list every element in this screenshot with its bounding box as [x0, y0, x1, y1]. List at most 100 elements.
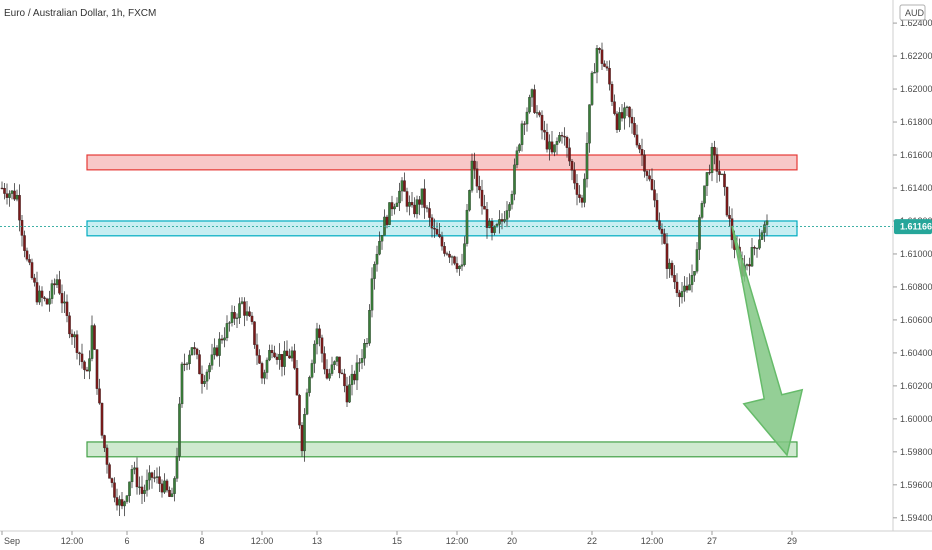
candle-body	[570, 160, 574, 171]
currency-tag[interactable]: AUD	[899, 4, 926, 21]
candle-body	[100, 402, 104, 436]
y-tick-label: 1.59800	[900, 447, 932, 457]
candle-body	[430, 217, 434, 229]
candle-body	[380, 235, 384, 242]
candle-body	[265, 359, 269, 373]
candle-body	[153, 477, 156, 479]
candle-body	[630, 116, 634, 124]
candle-body	[35, 282, 39, 303]
candle-body	[145, 479, 149, 491]
candle-body	[20, 219, 24, 236]
candle-body	[460, 264, 464, 267]
candle-body	[260, 363, 264, 379]
candle-body	[218, 338, 221, 356]
candle-body	[675, 281, 679, 294]
candle-body	[683, 285, 686, 292]
candle-body	[663, 233, 666, 244]
candle-body	[158, 476, 161, 484]
candle-body	[620, 112, 624, 119]
candle-body	[483, 206, 486, 210]
candle-body	[263, 372, 266, 379]
candle-body	[85, 369, 89, 372]
candle-body	[760, 232, 764, 240]
candle-body	[108, 464, 111, 479]
arrow-layer	[731, 225, 804, 457]
candle-body	[48, 298, 51, 305]
candle-body	[195, 348, 199, 355]
candle-body	[723, 173, 726, 188]
candle-body	[698, 217, 701, 250]
candle-body	[348, 384, 351, 403]
candle-body	[350, 373, 354, 385]
candles-layer	[0, 42, 769, 517]
candle-body	[435, 229, 439, 235]
candle-body	[365, 342, 369, 345]
candle-body	[448, 253, 451, 258]
candle-body	[515, 150, 519, 166]
candle-body	[98, 388, 101, 404]
resistance-zone[interactable]	[86, 154, 798, 171]
candle-body	[125, 495, 129, 502]
candle-body	[695, 249, 699, 272]
forecast-arrow[interactable]	[731, 225, 804, 457]
candle-body	[728, 214, 731, 219]
candle-body	[708, 172, 711, 174]
candle-body	[143, 490, 146, 494]
candle-body	[248, 311, 251, 317]
candle-body	[505, 210, 509, 220]
candle-body	[30, 262, 34, 279]
candle-body	[590, 72, 594, 105]
candle-body	[90, 325, 94, 359]
y-tick-label: 1.61400	[900, 183, 932, 193]
candle-body	[280, 354, 284, 367]
candle-body	[608, 68, 611, 85]
candle-body	[68, 315, 71, 335]
candle-body	[560, 135, 564, 137]
candle-body	[628, 106, 631, 118]
candle-body	[705, 172, 709, 186]
candle-body	[423, 188, 426, 208]
candle-body	[583, 178, 586, 203]
candle-body	[318, 328, 321, 338]
y-tick-label: 1.62200	[900, 51, 932, 61]
candle-body	[710, 146, 714, 173]
candle-body	[155, 476, 159, 478]
candle-body	[680, 291, 684, 298]
candle-body	[285, 350, 289, 357]
candle-body	[625, 106, 629, 108]
x-tick-label: 27	[707, 536, 717, 546]
candle-body	[528, 97, 531, 113]
candle-body	[673, 275, 676, 283]
candle-body	[300, 424, 304, 452]
candle-body	[383, 216, 386, 236]
candle-body	[580, 197, 584, 203]
candle-body	[170, 493, 174, 497]
candle-body	[750, 247, 754, 267]
target-zone[interactable]	[86, 441, 798, 458]
candle-body	[305, 392, 309, 415]
candle-body	[490, 221, 494, 233]
candle-body	[378, 241, 381, 255]
candle-body	[573, 170, 576, 184]
candle-body	[303, 414, 306, 452]
candle-body	[648, 175, 651, 180]
candle-body	[175, 456, 179, 479]
y-tick-label: 1.60800	[900, 282, 932, 292]
candle-body	[8, 193, 11, 198]
candle-body	[338, 356, 341, 374]
candle-body	[718, 171, 721, 175]
candle-body	[355, 362, 359, 381]
current-price-label: 1.61166	[900, 222, 932, 232]
candle-body	[455, 263, 459, 270]
candle-body	[23, 235, 26, 251]
candle-body	[93, 325, 96, 350]
candle-body	[275, 356, 279, 360]
candle-body	[198, 354, 201, 375]
candle-body	[183, 363, 186, 365]
candle-body	[228, 322, 231, 324]
candle-body	[415, 199, 419, 215]
candle-body	[685, 285, 689, 291]
candle-body	[45, 298, 49, 305]
x-tick-label: 12:00	[446, 536, 469, 546]
candle-body	[395, 202, 399, 207]
